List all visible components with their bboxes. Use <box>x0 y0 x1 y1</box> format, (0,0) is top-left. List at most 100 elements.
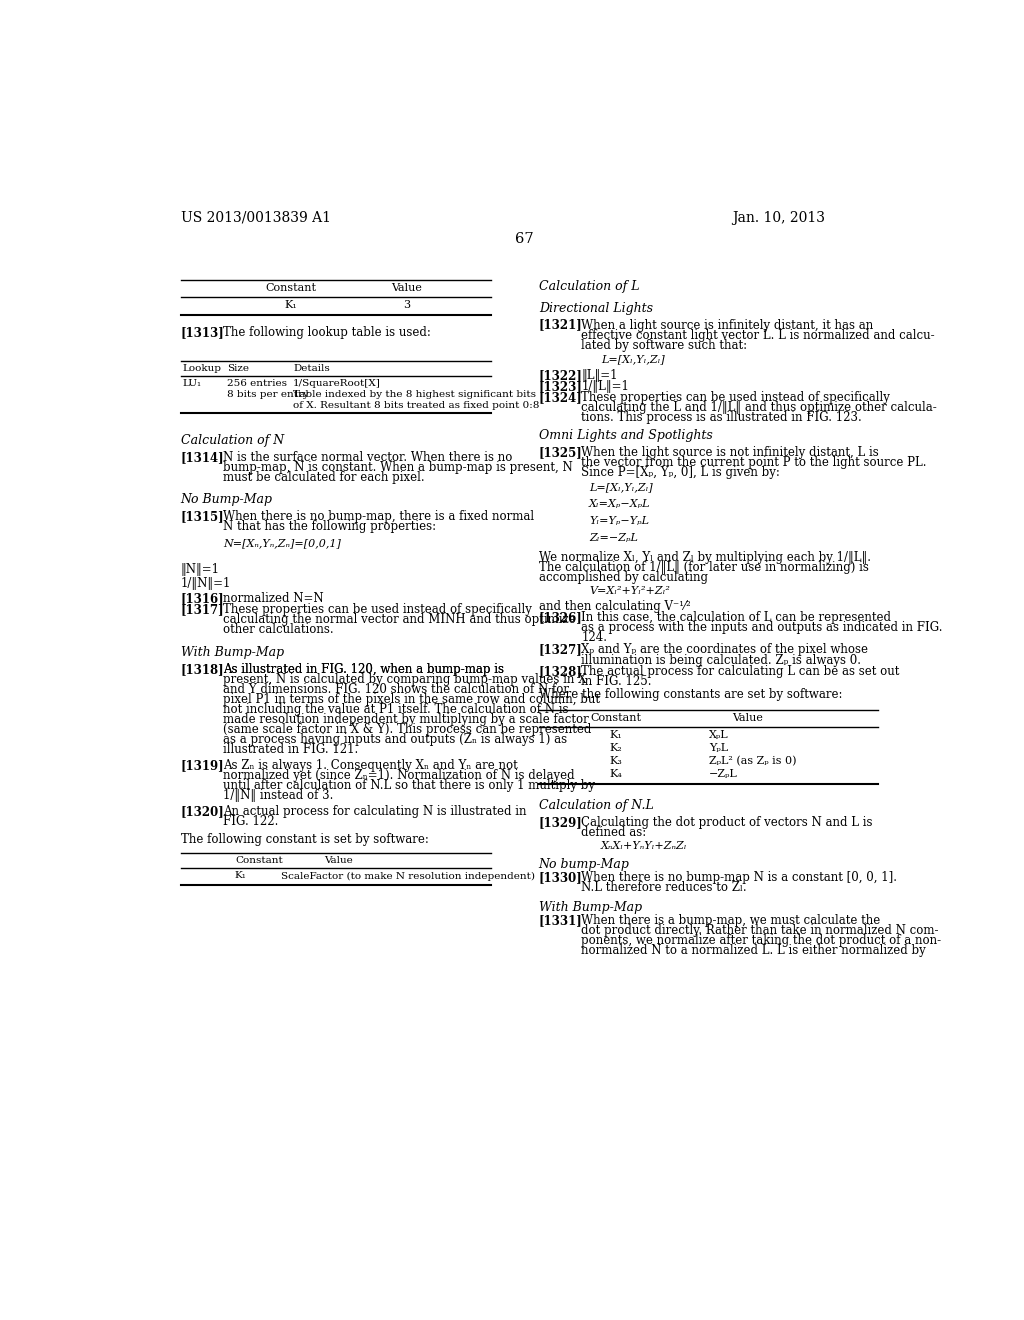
Text: Xₗ=Xₚ−XₚL: Xₗ=Xₚ−XₚL <box>589 499 650 508</box>
Text: normalized yet (since Zₙ=1). Normalization of N is delayed: normalized yet (since Zₙ=1). Normalizati… <box>223 770 574 781</box>
Text: [1318]: [1318] <box>180 663 224 676</box>
Text: Value: Value <box>732 713 764 723</box>
Text: These properties can be used instead of specifically: These properties can be used instead of … <box>223 603 532 616</box>
Text: Omni Lights and Spotlights: Omni Lights and Spotlights <box>539 429 713 442</box>
Text: K₄: K₄ <box>610 770 623 779</box>
Text: made resolution independent by multiplying by a scale factor: made resolution independent by multiplyi… <box>223 713 589 726</box>
Text: Table indexed by the 8 highest significant bits: Table indexed by the 8 highest significa… <box>293 391 537 399</box>
Text: Yₗ=Yₚ−YₚL: Yₗ=Yₚ−YₚL <box>589 516 649 525</box>
Text: [1319]: [1319] <box>180 759 224 772</box>
Text: K₁: K₁ <box>285 300 297 310</box>
Text: ponents, we normalize after taking the dot product of a non-: ponents, we normalize after taking the d… <box>582 933 941 946</box>
Text: must be calculated for each pixel.: must be calculated for each pixel. <box>223 471 425 484</box>
Text: We normalize Xₗ, Yₗ and Zₗ by multiplying each by 1/‖L‖.: We normalize Xₗ, Yₗ and Zₗ by multiplyin… <box>539 552 870 564</box>
Text: of X. Resultant 8 bits treated as fixed point 0:8: of X. Resultant 8 bits treated as fixed … <box>293 401 540 411</box>
Text: When a light source is infinitely distant, it has an: When a light source is infinitely distan… <box>582 318 873 331</box>
Text: Value: Value <box>391 284 423 293</box>
Text: The calculation of 1/‖L‖ (for later use in normalizing) is: The calculation of 1/‖L‖ (for later use … <box>539 561 868 574</box>
Text: and Y dimensions. FIG. 120 shows the calculation of N for: and Y dimensions. FIG. 120 shows the cal… <box>223 682 569 696</box>
Text: Since P=[Xₚ, Yₚ, 0], L is given by:: Since P=[Xₚ, Yₚ, 0], L is given by: <box>582 466 780 479</box>
Text: −ZₚL: −ZₚL <box>710 770 738 779</box>
Text: [1324]: [1324] <box>539 391 583 404</box>
Text: normalized N=N: normalized N=N <box>223 591 324 605</box>
Text: 3: 3 <box>403 300 411 310</box>
Text: ScaleFactor (to make N resolution independent): ScaleFactor (to make N resolution indepe… <box>282 871 536 880</box>
Text: ZₚL² (as Zₚ is 0): ZₚL² (as Zₚ is 0) <box>710 756 797 766</box>
Text: LU₁: LU₁ <box>182 379 202 388</box>
Text: N that has the following properties:: N that has the following properties: <box>223 520 436 533</box>
Text: As illustrated in FIG. 120, when a bump-map is: As illustrated in FIG. 120, when a bump-… <box>223 663 505 676</box>
Text: When there is no bump-map N is a constant [0, 0, 1].: When there is no bump-map N is a constan… <box>582 871 897 884</box>
Text: XₚL: XₚL <box>710 730 729 739</box>
Text: K₂: K₂ <box>610 743 623 752</box>
Text: normalized N to a normalized L. L is either normalized by: normalized N to a normalized L. L is eit… <box>582 944 926 957</box>
Text: Lookup: Lookup <box>182 364 221 374</box>
Text: These properties can be used instead of specifically: These properties can be used instead of … <box>582 391 890 404</box>
Text: [1328]: [1328] <box>539 665 583 678</box>
Text: 1/‖N‖ instead of 3.: 1/‖N‖ instead of 3. <box>223 789 334 803</box>
Text: Constant: Constant <box>265 284 316 293</box>
Text: No Bump-Map: No Bump-Map <box>180 494 272 507</box>
Text: With Bump-Map: With Bump-Map <box>180 645 284 659</box>
Text: [1317]: [1317] <box>180 603 224 616</box>
Text: Constant: Constant <box>234 855 283 865</box>
Text: N=[Xₙ,Yₙ,Zₙ]=[0,0,1]: N=[Xₙ,Yₙ,Zₙ]=[0,0,1] <box>223 539 341 548</box>
Text: effective constant light vector L. L is normalized and calcu-: effective constant light vector L. L is … <box>582 329 935 342</box>
Text: the vector from the current point P to the light source PL.: the vector from the current point P to t… <box>582 457 927 470</box>
Text: Jan. 10, 2013: Jan. 10, 2013 <box>732 211 825 224</box>
Text: The following lookup table is used:: The following lookup table is used: <box>223 326 431 339</box>
Text: illustrated in FIG. 121.: illustrated in FIG. 121. <box>223 743 358 756</box>
Text: The actual process for calculating L can be as set out: The actual process for calculating L can… <box>582 665 900 678</box>
Text: present, N is calculated by comparing bump-map values in X: present, N is calculated by comparing bu… <box>223 673 587 686</box>
Text: As illustrated in FIG. 120, when a bump-map is: As illustrated in FIG. 120, when a bump-… <box>223 663 505 676</box>
Text: N is the surface normal vector. When there is no: N is the surface normal vector. When the… <box>223 451 513 465</box>
Text: lated by software such that:: lated by software such that: <box>582 339 748 351</box>
Text: other calculations.: other calculations. <box>223 623 334 636</box>
Text: Constant: Constant <box>591 713 642 723</box>
Text: [1316]: [1316] <box>180 591 224 605</box>
Text: Calculation of N: Calculation of N <box>180 434 284 447</box>
Text: When there is no bump-map, there is a fixed normal: When there is no bump-map, there is a fi… <box>223 511 535 523</box>
Text: as a process with the inputs and outputs as indicated in FIG.: as a process with the inputs and outputs… <box>582 622 943 634</box>
Text: K₁: K₁ <box>234 871 247 880</box>
Text: K₃: K₃ <box>610 756 623 766</box>
Text: Xₚ and Yₚ are the coordinates of the pixel whose: Xₚ and Yₚ are the coordinates of the pix… <box>582 644 868 656</box>
Text: accomplished by calculating: accomplished by calculating <box>539 572 708 585</box>
Text: [1325]: [1325] <box>539 446 583 459</box>
Text: calculating the normal vector and MINH and thus optimize: calculating the normal vector and MINH a… <box>223 614 575 627</box>
Text: 1/SquareRoot[X]: 1/SquareRoot[X] <box>293 379 381 388</box>
Text: ‖N‖=1: ‖N‖=1 <box>180 562 220 576</box>
Text: In this case, the calculation of L can be represented: In this case, the calculation of L can b… <box>582 611 891 624</box>
Text: K₁: K₁ <box>610 730 623 739</box>
Text: ‖L‖=1: ‖L‖=1 <box>582 370 617 383</box>
Text: pixel P1 in terms of the pixels in the same row and column, but: pixel P1 in terms of the pixels in the s… <box>223 693 600 706</box>
Text: Calculation of L: Calculation of L <box>539 280 639 293</box>
Text: [1331]: [1331] <box>539 913 583 927</box>
Text: 8 bits per entry: 8 bits per entry <box>227 391 309 399</box>
Text: [1313]: [1313] <box>180 326 224 339</box>
Text: No bump-Map: No bump-Map <box>539 858 630 871</box>
Text: as a process having inputs and outputs (Zₙ is always 1) as: as a process having inputs and outputs (… <box>223 733 567 746</box>
Text: until after calculation of N.L so that there is only 1 multiply by: until after calculation of N.L so that t… <box>223 779 595 792</box>
Text: [1327]: [1327] <box>539 644 583 656</box>
Text: [1322]: [1322] <box>539 370 583 383</box>
Text: Calculation of N.L: Calculation of N.L <box>539 799 653 812</box>
Text: 124.: 124. <box>582 631 607 644</box>
Text: [1326]: [1326] <box>539 611 583 624</box>
Text: tions. This process is as illustrated in FIG. 123.: tions. This process is as illustrated in… <box>582 411 862 424</box>
Text: Size: Size <box>227 364 249 374</box>
Text: As Zₙ is always 1. Consequently Xₙ and Yₙ are not: As Zₙ is always 1. Consequently Xₙ and Y… <box>223 759 518 772</box>
Text: bump-map, N is constant. When a bump-map is present, N: bump-map, N is constant. When a bump-map… <box>223 461 573 474</box>
Text: When the light source is not infinitely distant, L is: When the light source is not infinitely … <box>582 446 880 459</box>
Text: US 2013/0013839 A1: US 2013/0013839 A1 <box>180 211 331 224</box>
Text: Calculating the dot product of vectors N and L is: Calculating the dot product of vectors N… <box>582 816 872 829</box>
Text: 67: 67 <box>515 231 535 246</box>
Text: [1320]: [1320] <box>180 805 224 818</box>
Text: [1314]: [1314] <box>180 451 224 465</box>
Text: (same scale factor in X & Y). This process can be represented: (same scale factor in X & Y). This proce… <box>223 723 592 735</box>
Text: [1321]: [1321] <box>539 318 583 331</box>
Text: L=[Xₗ,Yₗ,Zₗ]: L=[Xₗ,Yₗ,Zₗ] <box>589 482 653 492</box>
Text: not including the value at P1 itself. The calculation of N is: not including the value at P1 itself. Th… <box>223 702 568 715</box>
Text: FIG. 122.: FIG. 122. <box>223 816 279 828</box>
Text: defined as:: defined as: <box>582 826 646 840</box>
